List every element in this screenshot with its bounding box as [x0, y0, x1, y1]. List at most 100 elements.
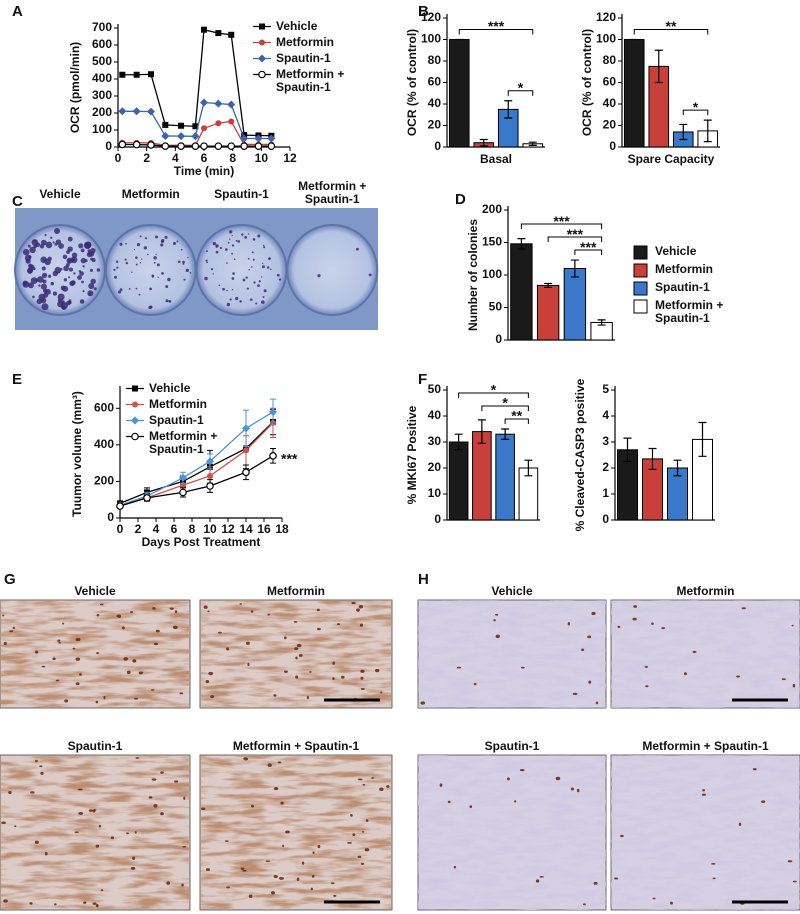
stained-nucleus	[153, 642, 159, 646]
stained-nucleus	[273, 787, 279, 791]
stained-nucleus	[135, 757, 140, 759]
y-tick-label: 200	[94, 474, 114, 488]
stained-nucleus	[761, 800, 766, 803]
colony	[189, 272, 192, 274]
y-tick-label: 0	[602, 512, 609, 526]
legend-label: Spautin-1	[149, 413, 204, 427]
marker	[161, 142, 170, 150]
stained-nucleus	[581, 648, 585, 652]
panel-letter: A	[12, 3, 23, 20]
x-tick-label: 2	[143, 151, 150, 165]
marker	[254, 142, 263, 150]
legend-label: Metformin	[149, 397, 207, 411]
y-tick-label: 300	[92, 88, 112, 102]
legend-swatch	[253, 54, 271, 63]
colony	[57, 293, 65, 301]
stained-nucleus	[52, 657, 56, 661]
colony	[79, 299, 85, 304]
panel-letter: C	[12, 193, 23, 210]
stained-nucleus	[75, 638, 81, 642]
micrograph-texture	[611, 755, 800, 910]
colony	[124, 258, 127, 261]
colony	[231, 244, 235, 247]
bar	[448, 441, 469, 521]
error-bar	[544, 282, 553, 288]
stained-nucleus	[336, 623, 341, 626]
stained-nucleus	[207, 610, 210, 613]
series-line	[119, 411, 274, 506]
colony	[89, 268, 93, 272]
stained-nucleus	[96, 652, 100, 654]
stained-nucleus	[535, 879, 540, 883]
stained-nucleus	[34, 650, 39, 654]
micrographs	[0, 599, 800, 911]
colony	[42, 279, 47, 284]
stained-nucleus	[293, 621, 298, 623]
y-tick-label: 60	[603, 75, 617, 89]
colony	[71, 258, 75, 262]
series-line	[119, 421, 274, 504]
y-tick-label: 30	[428, 434, 442, 448]
micrograph-label: Metformin	[676, 584, 735, 598]
colony	[50, 281, 55, 286]
stained-nucleus	[374, 668, 380, 673]
stained-nucleus	[787, 860, 793, 863]
colony	[54, 228, 61, 234]
y-tick-label: 50	[489, 300, 503, 314]
stained-nucleus	[645, 685, 649, 688]
colony	[261, 265, 265, 269]
stained-nucleus	[633, 605, 638, 608]
marker	[214, 99, 223, 108]
marker	[132, 401, 138, 408]
error-bar	[623, 437, 632, 463]
colony	[73, 272, 76, 275]
colony	[30, 277, 38, 284]
colony	[119, 288, 123, 292]
colony	[148, 305, 152, 310]
stained-nucleus	[283, 670, 288, 673]
plate	[104, 224, 197, 316]
marker	[215, 120, 222, 127]
colony	[253, 281, 256, 284]
stained-nucleus	[332, 661, 335, 665]
x-tick-label: 18	[275, 522, 289, 536]
marker	[240, 142, 248, 150]
stained-nucleus	[652, 897, 656, 900]
stained-nucleus	[160, 771, 164, 774]
stained-nucleus	[174, 610, 178, 614]
stained-nucleus	[123, 657, 129, 661]
x-tick-label: 0	[115, 151, 122, 165]
stained-nucleus	[226, 886, 230, 889]
stained-nucleus	[8, 790, 12, 795]
legend-square	[633, 281, 648, 296]
stained-nucleus	[792, 880, 797, 883]
y-tick-label: 100	[421, 32, 441, 46]
stained-nucleus	[122, 626, 125, 630]
stained-nucleus	[169, 607, 174, 610]
stained-nucleus	[130, 866, 136, 870]
stained-nucleus	[150, 689, 155, 691]
colony	[125, 242, 127, 245]
stained-nucleus	[151, 778, 157, 781]
stained-nucleus	[312, 851, 315, 855]
stained-nucleus	[591, 611, 596, 616]
stained-nucleus	[507, 777, 510, 781]
stained-nucleus	[270, 891, 275, 895]
legend-square	[633, 263, 648, 278]
bar	[536, 284, 560, 341]
marker	[258, 54, 266, 63]
significance-bracket	[504, 418, 529, 424]
stained-nucleus	[683, 672, 687, 676]
error-bar	[654, 49, 663, 84]
marker	[132, 140, 141, 149]
y-tick-label: 0	[105, 139, 112, 153]
marker	[147, 71, 154, 78]
stained-nucleus	[347, 841, 352, 844]
colony	[206, 261, 208, 264]
colony	[247, 257, 250, 260]
bar	[563, 268, 587, 341]
colony	[125, 261, 129, 265]
colony	[248, 269, 250, 271]
colony	[167, 277, 171, 282]
